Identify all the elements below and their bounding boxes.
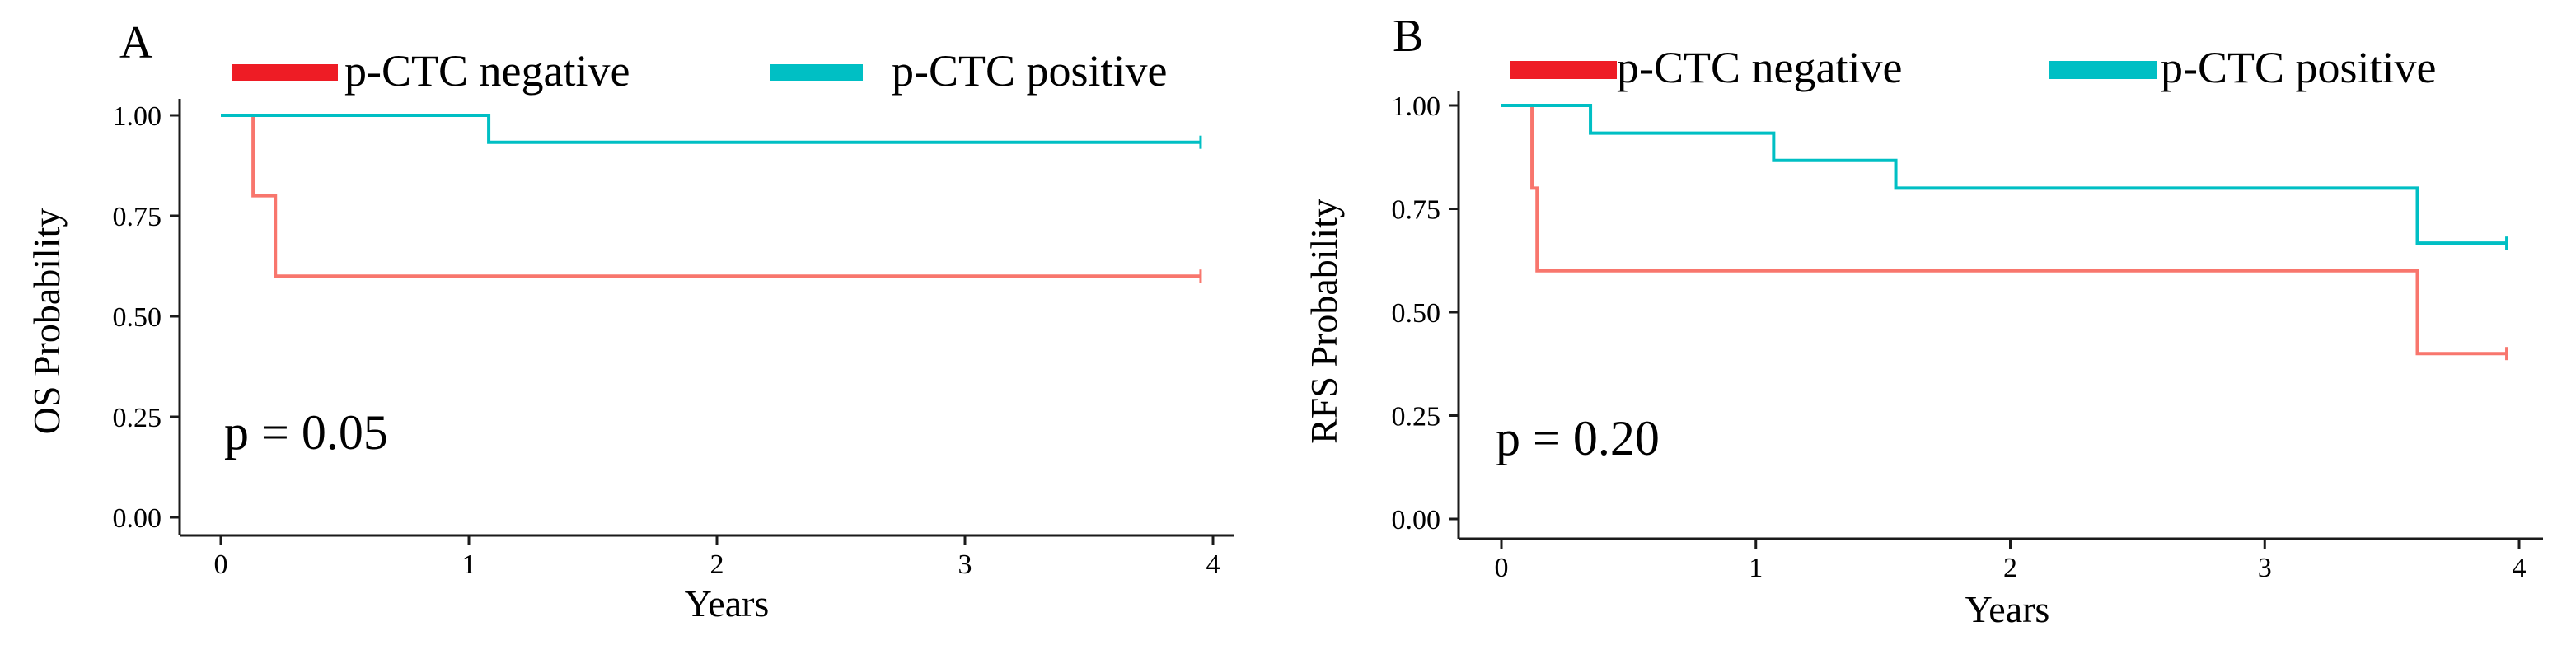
x-tick-label: 3 [958,549,972,580]
x-tick-label: 4 [1206,549,1220,580]
legend-label-negative: p-CTC negative [344,46,630,96]
legend-swatch-positive [770,64,863,81]
x-axis-title: Years [1965,588,2050,630]
x-tick-label: 2 [2003,553,2017,583]
y-tick-label: 0.00 [1392,505,1441,535]
x-ticks: 0 1 2 3 4 [214,535,1220,580]
panel-a-letter: A [119,17,153,68]
legend-swatch-negative [1510,61,1617,79]
p-value-annotation: p = 0.05 [224,405,388,460]
legend-label-positive: p-CTC positive [892,46,1168,96]
panel-b: B p-CTC negative p-CTC positive RFS Prob… [1303,11,2543,630]
y-tick-label: 1.00 [113,101,162,132]
curve-p-ctc-negative [221,114,1201,278]
x-tick-label: 3 [2258,553,2272,583]
y-tick-label: 0.00 [113,503,162,534]
panel-a-legend: p-CTC negative p-CTC positive [232,46,1168,96]
curve-p-ctc-negative [1501,104,2507,356]
x-axis-title: Years [685,582,770,624]
y-tick-label: 0.75 [113,202,162,232]
legend-swatch-positive [2049,61,2157,79]
y-tick-label: 1.00 [1392,91,1441,122]
panel-b-legend: p-CTC negative p-CTC positive [1510,43,2437,92]
survival-curves [221,114,1202,283]
y-tick-label: 0.75 [1392,195,1441,226]
y-axis-title: RFS Probability [1303,199,1345,444]
y-tick-label: 0.25 [1392,402,1441,432]
legend-label-positive: p-CTC positive [2161,43,2437,92]
x-tick-label: 1 [1749,553,1763,583]
y-ticks: 0.00 0.25 0.50 0.75 1.00 [1392,91,1459,535]
curve-p-ctc-positive [1501,104,2507,245]
legend-swatch-negative [232,64,338,81]
x-tick-label: 0 [1495,553,1509,583]
x-ticks: 0 1 2 3 4 [1495,539,2527,583]
y-tick-label: 0.50 [1392,298,1441,329]
x-tick-label: 0 [214,549,228,580]
x-tick-label: 4 [2513,553,2527,583]
x-tick-label: 2 [710,549,724,580]
x-tick-label: 1 [462,549,476,580]
y-ticks: 0.00 0.25 0.50 0.75 1.00 [113,101,180,534]
y-axis-title: OS Probability [26,208,68,435]
panel-b-letter: B [1393,11,1423,62]
curve-p-ctc-positive [221,114,1201,144]
panel-a: A p-CTC negative p-CTC positive OS Proba… [26,17,1234,624]
y-tick-label: 0.50 [113,302,162,333]
p-value-annotation: p = 0.20 [1496,411,1660,465]
y-tick-label: 0.25 [113,403,162,433]
legend-label-negative: p-CTC negative [1617,43,1902,92]
survival-curves [1501,104,2508,361]
